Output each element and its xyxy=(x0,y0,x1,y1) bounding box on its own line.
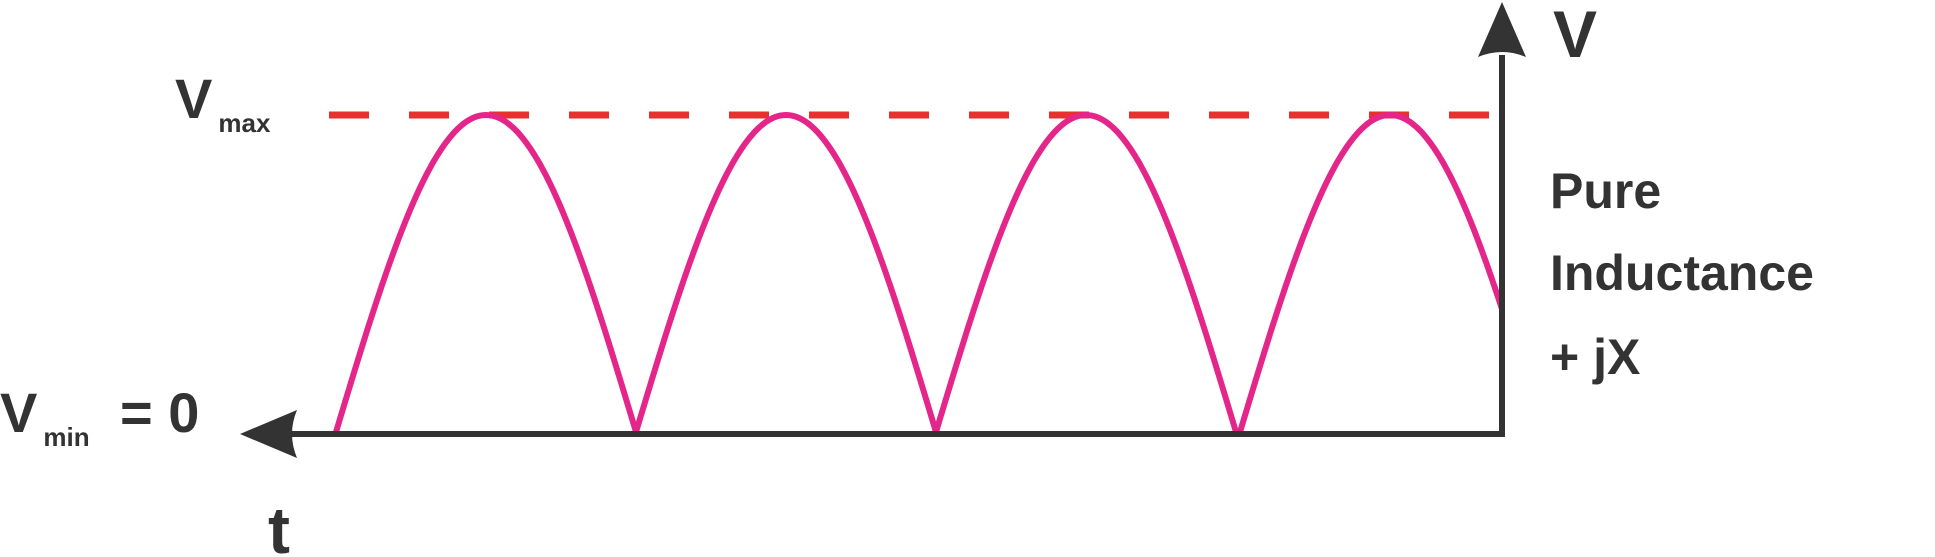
vmax-label-subscript: max xyxy=(218,108,271,138)
voltage-axis-arrow-head xyxy=(1478,2,1526,57)
vmax-label-main: V xyxy=(175,67,212,130)
load-type-line-2: Inductance xyxy=(1550,245,1814,301)
rectified-sine-waveform xyxy=(333,112,1505,435)
load-type-line-1: Pure xyxy=(1550,163,1661,219)
voltage-axis-label: V xyxy=(1553,0,1597,71)
vmin-label-subscript: min xyxy=(43,422,89,452)
time-axis-arrow-head xyxy=(240,410,297,458)
time-axis-label: t xyxy=(268,493,290,557)
vmin-label-main: V xyxy=(0,381,37,444)
vmin-value: = 0 xyxy=(120,381,199,444)
load-type-line-3: + jX xyxy=(1550,329,1640,385)
